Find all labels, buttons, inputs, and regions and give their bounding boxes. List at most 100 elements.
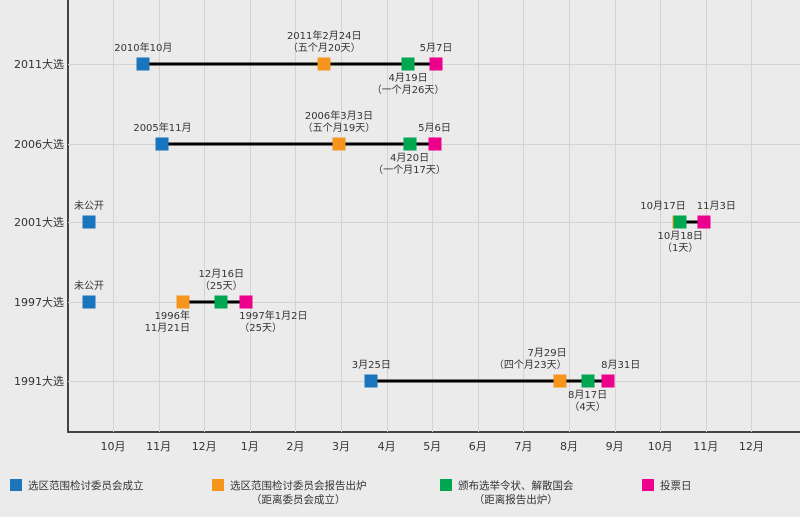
x-axis [67,431,800,433]
polling-marker [239,295,253,309]
x-tick-label: 12月 [191,440,217,453]
polling-marker [601,374,615,388]
x-tick-label: 2月 [286,440,305,453]
polling-marker [697,215,711,229]
timeline-segment [143,62,437,66]
x-tick-label: 10月 [647,440,673,453]
event-label-line: 3月25日 [351,360,391,371]
legend-swatch [642,479,654,491]
x-tick-label: 11月 [693,440,719,453]
row-label: 2011大选 [14,58,64,71]
x-tick-label: 1月 [240,440,259,453]
dissolve-marker [581,374,595,388]
timeline-segment [183,300,247,304]
event-label-line: 未公开 [74,201,104,212]
event-label-line: （一个月17天） [373,165,446,176]
legend-text: 选区范围检讨委员会成立 [28,479,144,493]
vertical-gridline [523,0,525,432]
formed-marker [364,374,378,388]
vertical-gridline [158,0,160,432]
legend-label: 颁布选举令状、解散国会 [458,480,574,492]
event-label-line: 5月6日 [418,123,451,134]
formed-marker [82,295,96,309]
dissolve-marker [214,295,228,309]
legend-label: （距离报告出炉） [473,494,558,506]
event-label-line: 10月18日 [657,231,703,242]
vertical-gridline [569,0,570,432]
dissolve-marker [673,215,687,229]
event-label-line: （一个月26天） [371,85,445,96]
vertical-gridline [751,0,753,432]
event-label: 1996年 11月21日 [145,311,190,335]
event-label: 1997年1月2日 （25天） [239,311,307,335]
event-label: 3月25日 [352,360,391,372]
formed-marker [82,215,96,229]
legend-text: 颁布选举令状、解散国会 （距离报告出炉） [458,479,574,507]
event-label-line: 5月7日 [419,43,453,54]
event-label-line: 8月17日 [567,390,608,401]
event-label: 12月16日 （25天） [199,269,244,293]
event-label-line: 4月20日 [389,153,430,164]
event-label-line: （五个月20天） [287,43,361,54]
event-label-line: 12月16日 [198,269,244,280]
event-label-line: 1997年1月2日 [239,311,308,322]
row-label: 2006大选 [14,138,64,151]
event-label: 2011年2月24日 （五个月20天） [287,31,362,55]
event-label-line: 2011年2月24日 [286,31,362,42]
vertical-gridline [386,0,388,432]
report-marker [553,374,567,388]
event-label-line: 8月31日 [601,360,641,371]
dissolve-marker [401,57,415,71]
vertical-gridline [295,0,297,432]
event-label: 5月7日 [420,43,453,55]
event-label-line: 11月3日 [696,201,736,212]
row-label: 2001大选 [14,216,64,229]
legend-label: 投票日 [660,480,692,492]
x-tick-label: 7月 [514,440,533,453]
vertical-gridline [113,0,114,432]
legend-item-report: 选区范围检讨委员会报告出炉 （距离委员会成立） [212,479,367,507]
legend-label: 选区范围检讨委员会成立 [28,480,144,492]
x-tick-label: 6月 [468,440,487,453]
event-label: 2006年3月3日 （五个月19天） [303,111,376,135]
event-label-line: 2006年3月3日 [304,111,374,122]
event-label-line: （五个月19天） [302,123,376,134]
polling-marker [429,57,443,71]
event-label: 11月3日 [697,201,736,213]
report-marker [317,57,331,71]
vertical-gridline [249,0,251,432]
horizontal-gridline [68,302,800,303]
event-label: 4月19日 （一个月26天） [372,73,445,97]
event-label: 未公开 [74,201,104,213]
legend-label: 选区范围检讨委员会报告出炉 [230,480,367,492]
legend-text: 选区范围检讨委员会报告出炉 （距离委员会成立） [230,479,367,507]
event-label-line: 10月17日 [640,201,686,212]
vertical-gridline [204,0,206,432]
legend-swatch [212,479,224,491]
legend-item-formed: 选区范围检讨委员会成立 [10,479,144,493]
formed-marker [155,137,169,151]
event-label-line: 1996年 [154,311,191,322]
vertical-gridline [477,0,479,432]
x-tick-label: 10月 [100,440,126,453]
event-label-line: 2005年11月 [133,123,192,134]
report-marker [176,295,190,309]
event-label-line: （4天） [569,402,606,413]
timeline-segment [371,379,609,383]
event-label: 2005年11月 [133,123,191,135]
event-label-line: （四个月23天） [493,360,567,371]
x-tick-label: 12月 [738,440,764,453]
polling-marker [428,137,442,151]
vertical-gridline [660,0,662,432]
event-label-line: （25天） [199,281,243,292]
event-label-line: 2010年10月 [114,43,173,54]
event-label: 5月6日 [418,123,451,135]
dissolve-marker [403,137,417,151]
event-label: 2010年10月 [114,43,172,55]
x-tick-label: 11月 [146,440,172,453]
legend-item-dissolve: 颁布选举令状、解散国会 （距离报告出炉） [440,479,574,507]
formed-marker [136,57,150,71]
event-label: 未公开 [74,281,104,293]
event-label: 8月31日 [601,360,640,372]
